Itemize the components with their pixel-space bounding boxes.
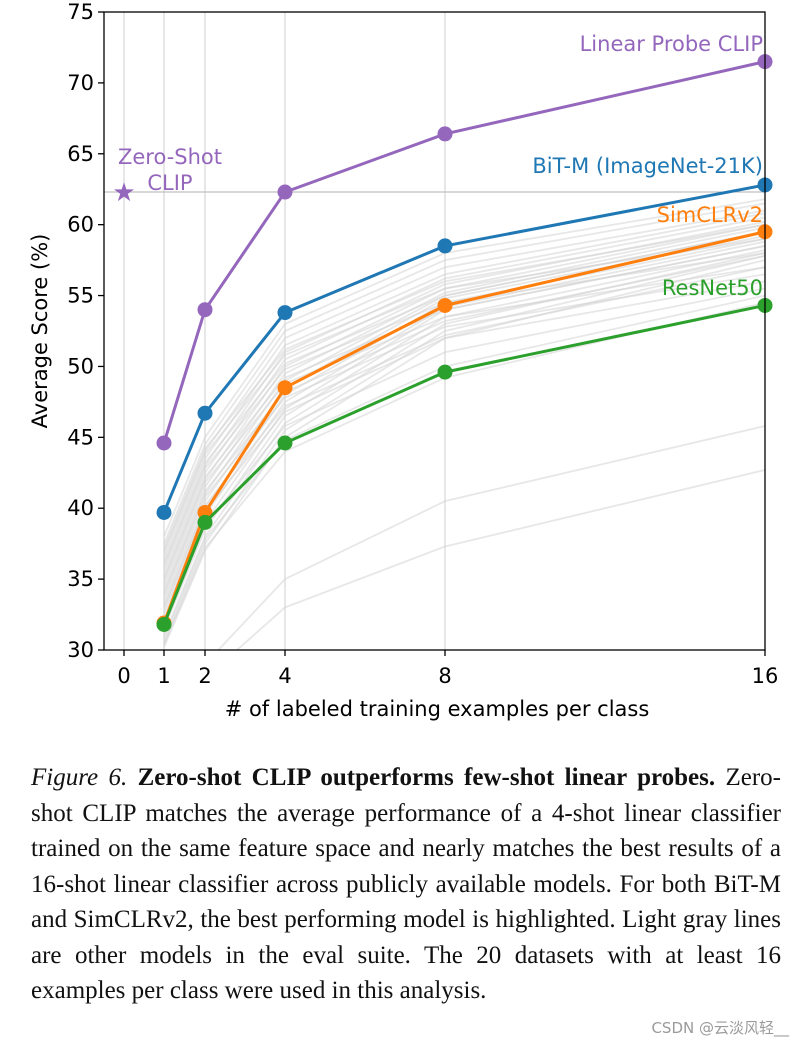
y-tick-label: 40 xyxy=(67,496,94,520)
background-model-line xyxy=(163,273,765,597)
data-point-resnet50 xyxy=(156,616,172,632)
plot-frame xyxy=(103,11,766,651)
background-model-line xyxy=(163,252,765,569)
x-axis-label: # of labeled training examples per class xyxy=(225,697,650,721)
data-point-linear-probe-clip xyxy=(277,184,293,200)
watermark: CSDN @云淡风轻__ xyxy=(651,1019,789,1037)
background-model-line xyxy=(163,216,765,566)
y-tick-label: 65 xyxy=(67,142,94,166)
data-point-simclrv2 xyxy=(277,380,293,396)
background-model-line xyxy=(163,287,765,625)
y-tick-label: 45 xyxy=(67,425,94,449)
background-model-line xyxy=(163,280,765,611)
data-point-bit-m-imagenet-21k xyxy=(197,405,213,421)
figure-number: Figure 6. xyxy=(31,764,128,791)
background-model-line xyxy=(163,209,765,552)
series-label: Linear Probe CLIP xyxy=(580,32,763,56)
y-tick-label: 60 xyxy=(67,213,94,237)
x-tick-label: 8 xyxy=(438,664,451,688)
background-model-line xyxy=(163,245,765,577)
zero-shot-label-line1: Zero-Shot xyxy=(118,145,222,169)
background-model-line xyxy=(163,230,765,563)
zero-shot-star-marker: ★ xyxy=(112,178,135,208)
series-label: ResNet50 xyxy=(662,276,763,300)
background-model-line xyxy=(163,249,765,630)
background-model-line xyxy=(163,223,765,580)
x-tick-label: 16 xyxy=(752,664,779,688)
y-tick-label: 30 xyxy=(67,638,94,662)
y-axis-label: Average Score (%) xyxy=(28,234,52,429)
x-tick-label: 1 xyxy=(157,664,170,688)
x-tick-label: 0 xyxy=(117,664,130,688)
y-tick-label: 55 xyxy=(67,284,94,308)
series-label: BiT-M (ImageNet-21K) xyxy=(532,154,763,178)
background-model-line xyxy=(163,223,765,549)
highlighted-series xyxy=(156,54,773,632)
background-model-line xyxy=(163,226,765,587)
figure-caption: Figure 6. Zero-shot CLIP outperforms few… xyxy=(31,760,781,1009)
data-point-resnet50 xyxy=(437,364,453,380)
data-point-simclrv2 xyxy=(437,297,453,313)
few-shot-chart: ★ Zero-Shot CLIP 30 35 40 45 50 55 60 65 70 75 0 1… xyxy=(28,0,778,721)
data-point-linear-probe-clip xyxy=(197,302,213,318)
zero-shot-label-line2: CLIP xyxy=(147,171,192,195)
y-tick-label: 35 xyxy=(67,567,94,591)
zero-shot-marker-group: ★ Zero-Shot CLIP xyxy=(112,145,222,208)
figure-title: Zero-shot CLIP outperforms few-shot line… xyxy=(137,764,716,791)
data-point-resnet50 xyxy=(197,514,213,530)
background-model-line xyxy=(163,254,765,644)
series-label: SimCLRv2 xyxy=(657,203,763,227)
background-model-line xyxy=(163,237,765,554)
data-point-resnet50 xyxy=(277,435,293,451)
y-tick-label: 70 xyxy=(67,71,94,95)
background-model-line xyxy=(163,198,765,537)
background-model-line xyxy=(163,301,765,645)
y-tick-label: 50 xyxy=(67,354,94,378)
data-point-linear-probe-clip xyxy=(437,126,453,142)
data-point-bit-m-imagenet-21k xyxy=(156,504,172,520)
background-model-line xyxy=(163,212,765,559)
background-model-line xyxy=(163,202,765,545)
y-tick-label: 75 xyxy=(67,0,94,24)
background-model-line xyxy=(217,425,765,650)
data-point-bit-m-imagenet-21k xyxy=(277,305,293,321)
background-model-line xyxy=(163,220,765,573)
x-tick-label: 2 xyxy=(198,664,211,688)
x-tick-label: 4 xyxy=(278,664,291,688)
background-model-line xyxy=(235,469,765,650)
series-labels: Linear Probe CLIP BiT-M (ImageNet-21K) Sim… xyxy=(532,32,763,300)
data-point-bit-m-imagenet-21k xyxy=(437,238,453,254)
figure-body: Zero-shot CLIP matches the average perfo… xyxy=(31,764,782,1004)
y-axis-ticks: 30 35 40 45 50 55 60 65 70 75 xyxy=(67,0,104,662)
background-model-line xyxy=(163,266,765,605)
data-point-linear-probe-clip xyxy=(156,435,172,451)
x-axis-ticks: 0 1 2 4 8 16 xyxy=(117,650,778,688)
